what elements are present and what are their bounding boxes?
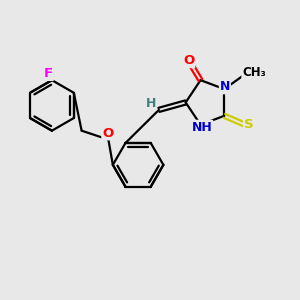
Text: O: O bbox=[183, 54, 194, 67]
Text: H: H bbox=[146, 97, 156, 110]
Text: N: N bbox=[220, 80, 230, 94]
Text: S: S bbox=[244, 118, 254, 131]
Text: O: O bbox=[102, 127, 113, 140]
Text: NH: NH bbox=[192, 121, 212, 134]
Text: CH₃: CH₃ bbox=[242, 66, 266, 79]
Text: F: F bbox=[44, 67, 53, 80]
